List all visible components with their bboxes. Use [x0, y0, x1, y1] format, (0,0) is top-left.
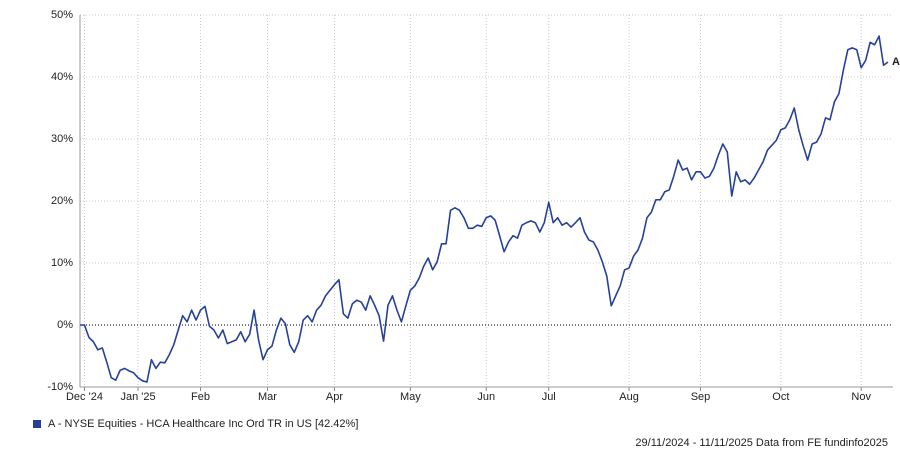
y-tick-label: 50% — [51, 9, 73, 21]
x-tick-label: Nov — [851, 391, 871, 403]
x-tick-label: Jul — [542, 391, 556, 403]
x-tick-label: Mar — [258, 391, 277, 403]
y-tick-label: 20% — [51, 195, 73, 207]
x-tick-label: Dec '24 — [66, 391, 103, 403]
x-tick-label: Jan '25 — [120, 391, 155, 403]
legend-label: A - NYSE Equities - HCA Healthcare Inc O… — [48, 418, 358, 430]
legend-swatch — [33, 420, 41, 428]
x-tick-label: Feb — [191, 391, 210, 403]
series-line — [80, 35, 889, 383]
y-tick-label: 10% — [51, 257, 73, 269]
x-tick-label: Aug — [619, 391, 639, 403]
x-tick-label: Oct — [772, 391, 789, 403]
y-tick-label: -10% — [47, 381, 73, 393]
y-tick-label: 0% — [57, 319, 73, 331]
x-tick-label: Apr — [326, 391, 343, 403]
x-tick-label: May — [400, 391, 421, 403]
y-tick-label: 30% — [51, 133, 73, 145]
end-label: A — [892, 56, 900, 68]
x-tick-label: Sep — [691, 391, 711, 403]
x-tick-label: Jun — [477, 391, 495, 403]
y-tick-label: 40% — [51, 71, 73, 83]
footer: 29/11/2024 - 11/11/2025 Data from FE fun… — [635, 437, 888, 449]
